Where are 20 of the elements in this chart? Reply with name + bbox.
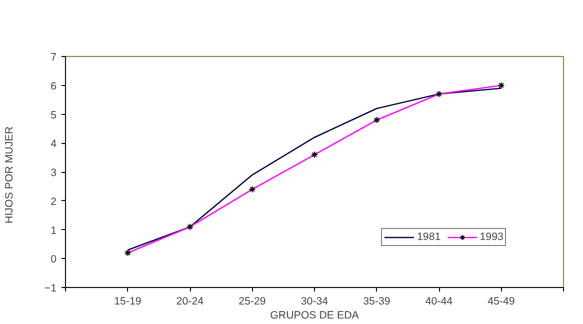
x-tick-label: 40-44 [425, 296, 453, 308]
y-tick-label: 1 [50, 224, 57, 237]
legend-label: 1981 [417, 231, 441, 243]
y-axis-title: HIJOS POR MUJER [3, 126, 16, 224]
x-tick-label: 35-39 [363, 296, 390, 308]
x-tick-label: 15-19 [114, 296, 142, 308]
x-tick-label: 45-49 [488, 296, 515, 308]
y-tick-label: 0 [50, 254, 57, 266]
y-tick-label: 4 [50, 138, 57, 150]
x-tick-label: 25-29 [238, 296, 266, 308]
y-tick-label: 2 [50, 196, 57, 208]
x-tick-label: 20-24 [176, 296, 204, 308]
x-tick-label: 30-34 [300, 296, 328, 308]
x-axis-title: GRUPOS DE EDA [270, 310, 360, 322]
y-tick-label: 7 [50, 52, 57, 64]
y-tick-label: −1 [44, 282, 57, 294]
y-tick-label: 6 [50, 80, 57, 92]
y-tick-label: 5 [50, 109, 57, 122]
legend-label: 1993 [480, 231, 504, 243]
y-tick-label: 3 [50, 167, 57, 179]
